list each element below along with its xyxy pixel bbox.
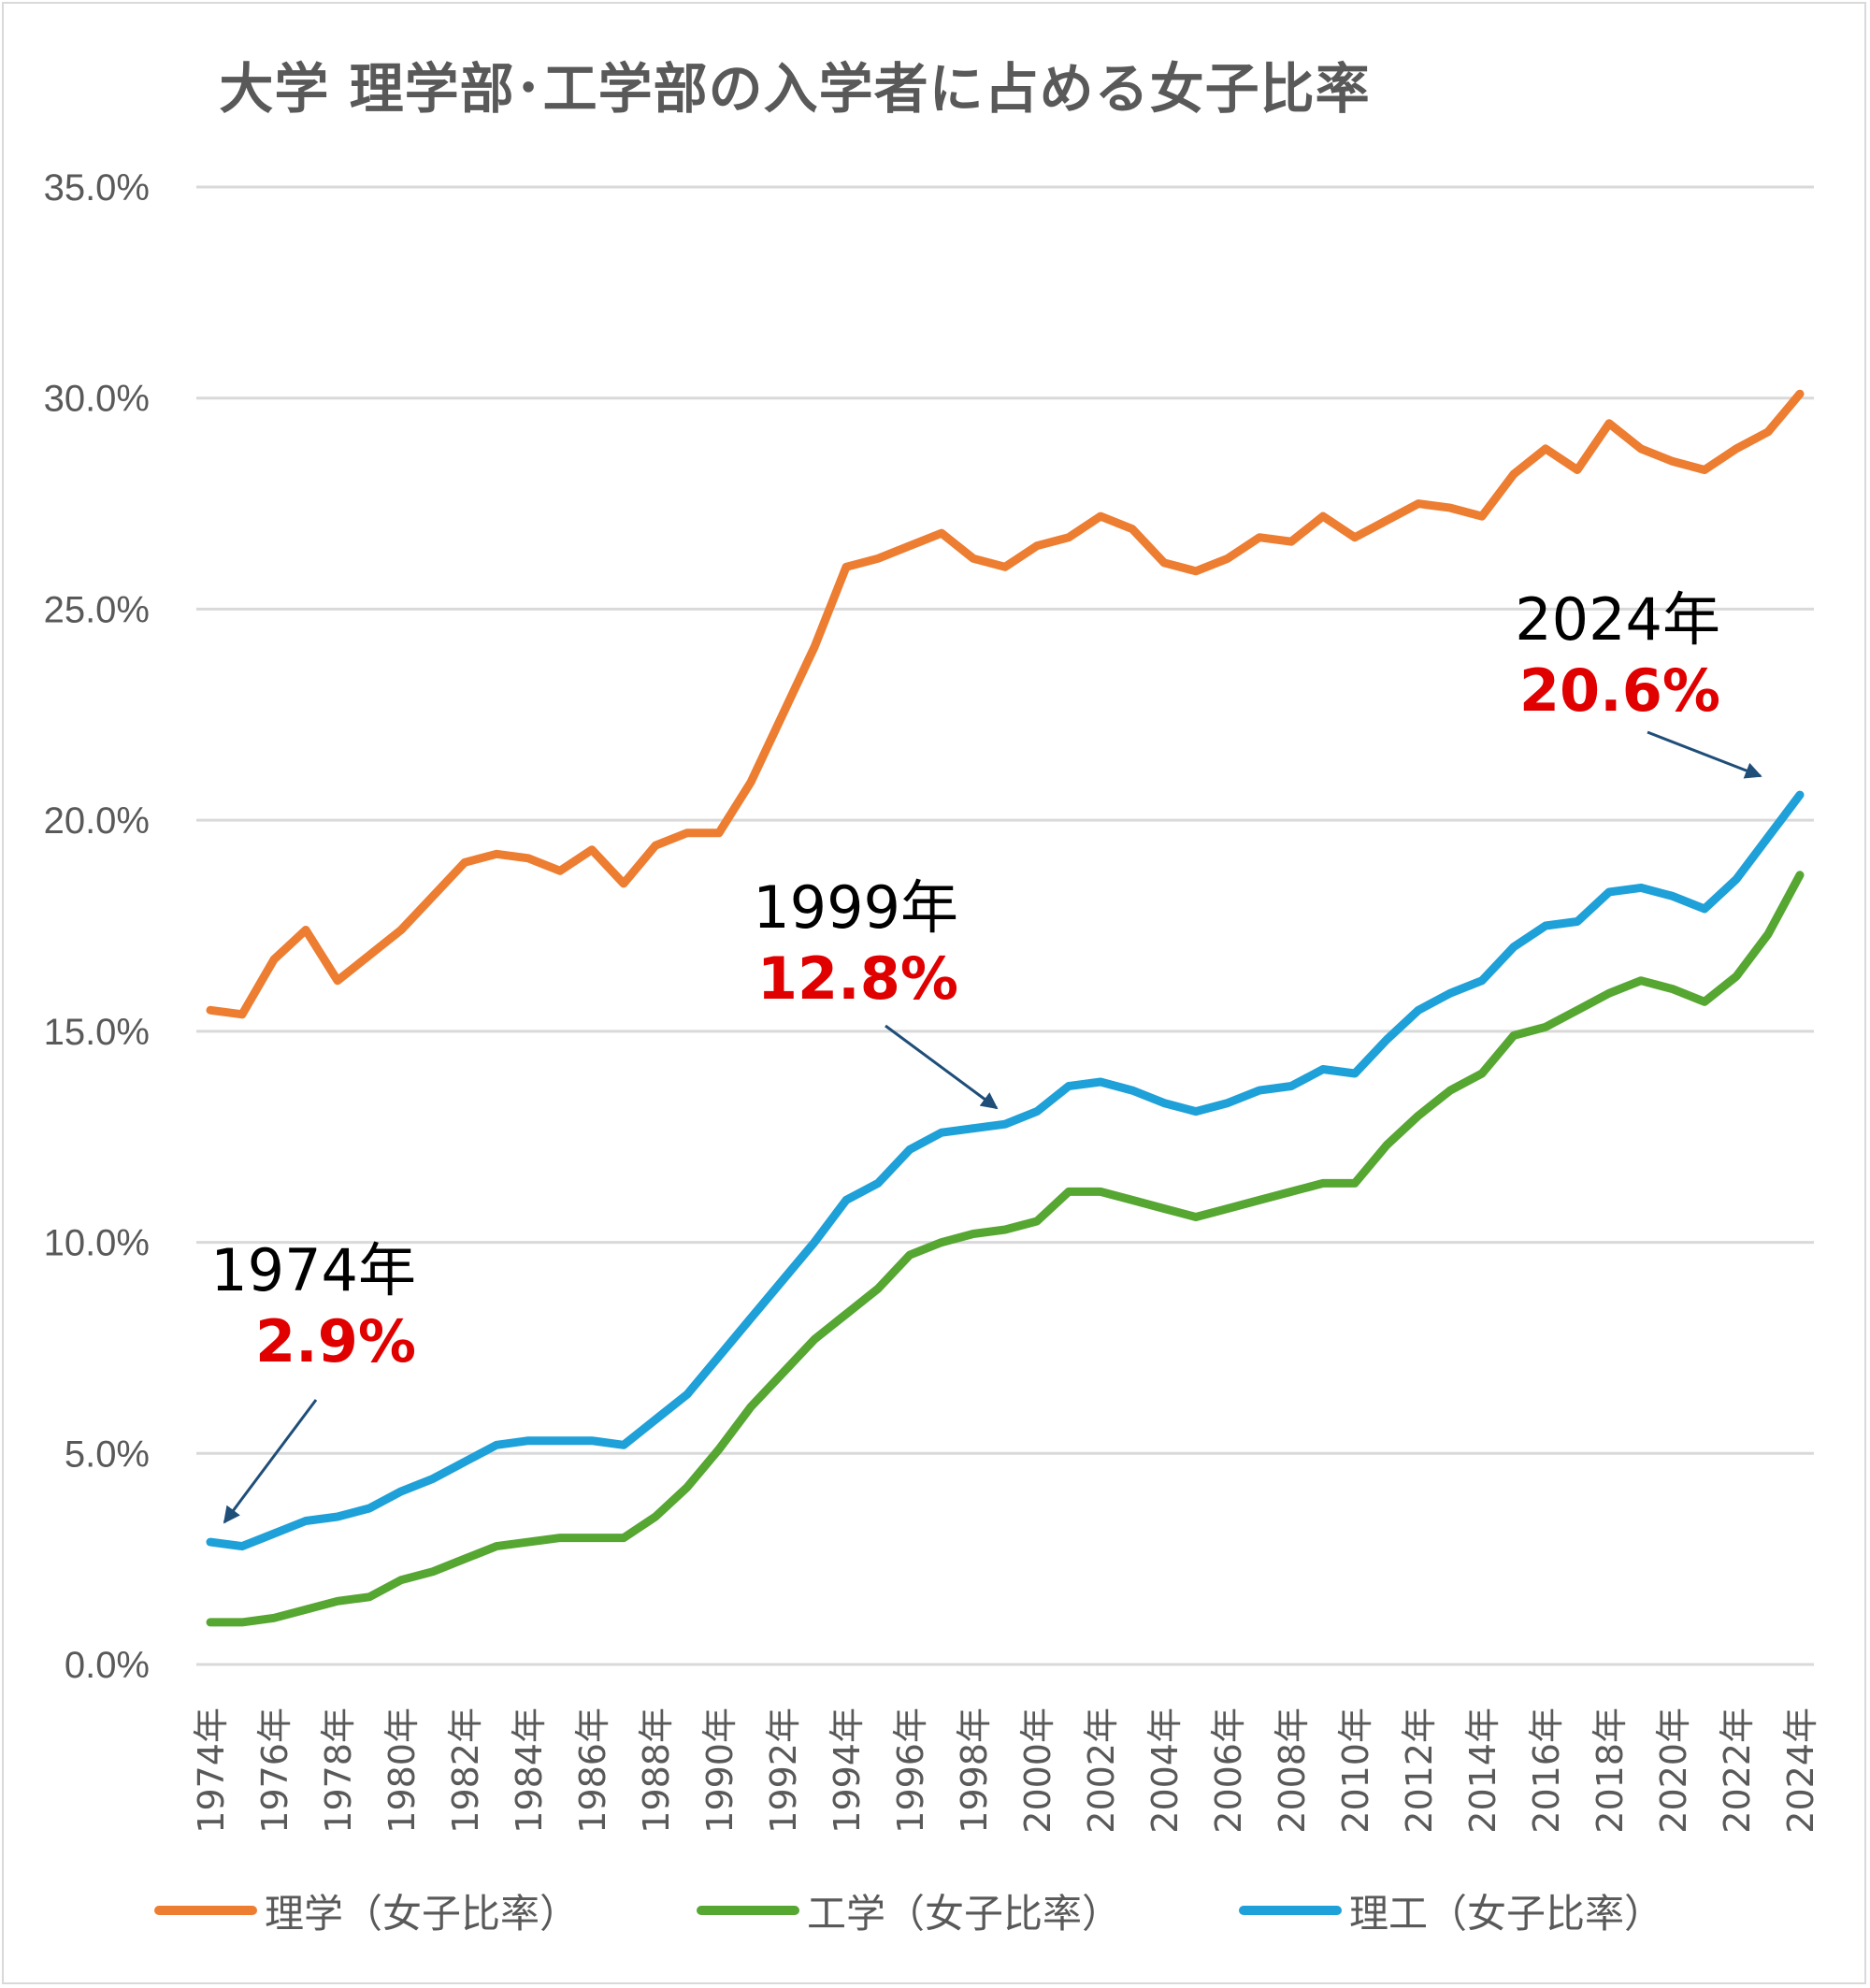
y-tick-label: 5.0% (65, 1433, 150, 1475)
annotation-arrows (223, 730, 1762, 1524)
series-lines (206, 389, 1805, 1627)
x-tick-label: 1974年 (191, 1707, 232, 1834)
legend-item-rigaku: 理学（女子比率） (154, 1878, 579, 1943)
x-tick-label: 1988年 (636, 1707, 677, 1834)
legend-item-riko: 理工（女子比率） (1239, 1878, 1663, 1943)
series-line-kogaku (206, 871, 1805, 1627)
y-tick-label: 20.0% (44, 800, 150, 842)
x-tick-label: 1996年 (890, 1707, 931, 1834)
x-tick-label: 2022年 (1717, 1707, 1758, 1834)
x-tick-label: 2018年 (1590, 1707, 1631, 1834)
legend-item-kogaku: 工学（女子比率） (697, 1878, 1121, 1943)
annotation-value: 20.6% (1518, 656, 1720, 725)
x-axis-tick-labels: 1974年 1976年 1978年 1980年 1982年 1984年 1986年 1988年… (191, 1707, 1821, 1834)
y-tick-label: 10.0% (44, 1223, 150, 1264)
x-tick-label: 1980年 (381, 1707, 423, 1834)
arrow-2024 (1647, 730, 1762, 779)
x-tick-label: 1976年 (254, 1707, 295, 1834)
x-tick-label: 2020年 (1653, 1707, 1694, 1834)
x-tick-label: 2004年 (1144, 1707, 1186, 1834)
annotation-2024: 2024年 20.6% (1468, 572, 1720, 725)
y-tick-label: 0.0% (65, 1645, 150, 1686)
y-tick-label: 25.0% (44, 589, 150, 630)
annotation-year: 1974年 (210, 1236, 416, 1304)
x-tick-label: 2000年 (1017, 1707, 1058, 1834)
y-tick-label: 15.0% (44, 1012, 150, 1053)
x-tick-label: 1992年 (763, 1707, 804, 1834)
series-line-rigaku (206, 389, 1805, 1019)
x-tick-label: 2014年 (1462, 1707, 1503, 1834)
legend: 理学（女子比率） 工学（女子比率） 理工（女子比率） (0, 1878, 1870, 1943)
x-tick-label: 2024年 (1780, 1707, 1821, 1834)
chart-title: 大学 理学部･工学部の入学者に占める女子比率 (219, 57, 1371, 121)
legend-swatch-kogaku (697, 1906, 799, 1915)
arrow-1974 (223, 1399, 318, 1524)
annotation-value: 2.9% (255, 1307, 416, 1376)
x-tick-label: 2012年 (1399, 1707, 1440, 1834)
annotation-value: 12.8% (756, 944, 958, 1013)
annotation-year: 2024年 (1515, 585, 1720, 654)
legend-label: 工学（女子比率） (807, 1890, 1122, 1937)
x-tick-label: 1994年 (827, 1707, 868, 1834)
x-tick-label: 2008年 (1272, 1707, 1313, 1834)
x-tick-label: 1982年 (445, 1707, 486, 1834)
annotation-1974: 1974年 2.9% (168, 1223, 416, 1376)
annotation-year: 1999年 (753, 873, 958, 942)
x-tick-label: 1990年 (699, 1707, 741, 1834)
y-axis-tick-labels: 0.0% 5.0% 10.0% 15.0% 20.0% 25.0% 30.0% 35.0% (44, 167, 150, 1686)
series-line-riko (206, 790, 1805, 1551)
x-tick-label: 1984年 (509, 1707, 550, 1834)
legend-label: 理学（女子比率） (265, 1890, 580, 1937)
legend-swatch-rigaku (154, 1906, 257, 1915)
x-tick-label: 2010年 (1335, 1707, 1376, 1834)
x-tick-label: 2002年 (1081, 1707, 1122, 1834)
x-tick-label: 1978年 (318, 1707, 359, 1834)
legend-swatch-riko (1239, 1906, 1342, 1915)
x-tick-label: 1998年 (954, 1707, 995, 1834)
y-tick-label: 35.0% (44, 167, 150, 209)
y-tick-label: 30.0% (44, 379, 150, 420)
legend-label: 理工（女子比率） (1349, 1890, 1664, 1937)
annotation-1999: 1999年 12.8% (711, 860, 958, 1013)
x-tick-label: 2006年 (1208, 1707, 1249, 1834)
arrow-1999 (885, 1024, 999, 1110)
x-tick-label: 2016年 (1526, 1707, 1567, 1834)
x-tick-label: 1986年 (572, 1707, 613, 1834)
